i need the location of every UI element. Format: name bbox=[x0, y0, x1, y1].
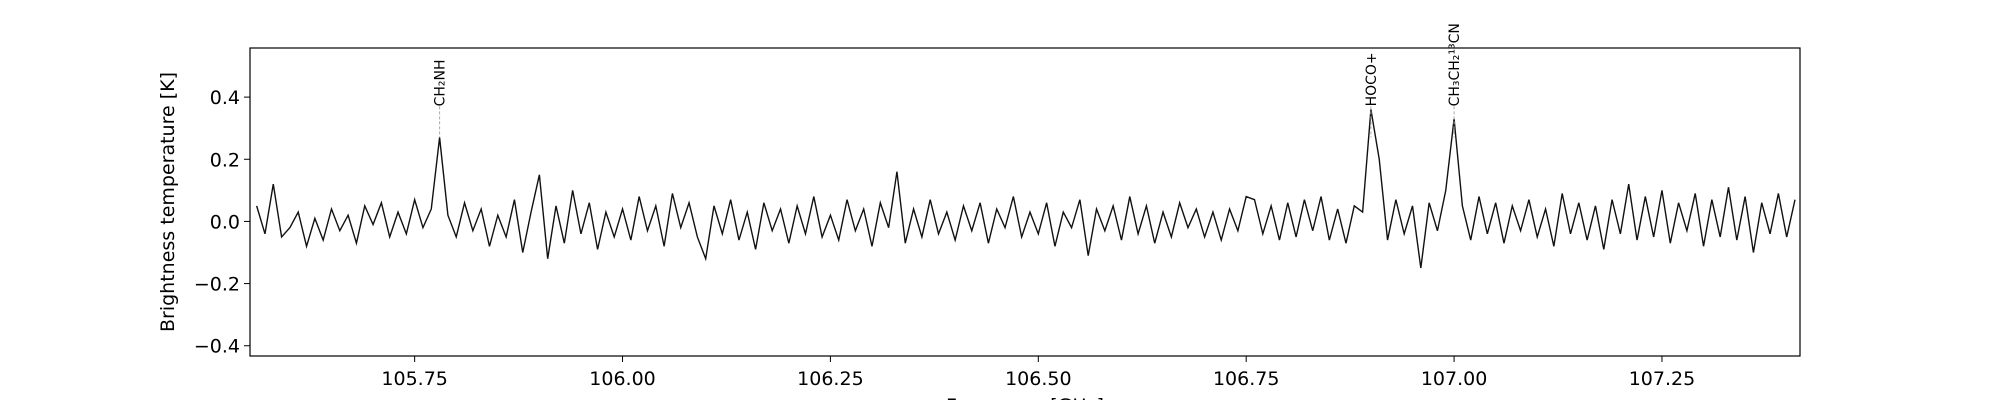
x-tick-label: 106.00 bbox=[589, 368, 655, 390]
x-tick-label: 107.25 bbox=[1629, 368, 1695, 390]
x-tick-label: 107.00 bbox=[1421, 368, 1487, 390]
y-tick-label: 0.4 bbox=[210, 87, 240, 109]
x-tick-label: 105.75 bbox=[381, 368, 447, 390]
line-annotation: HOCO+ bbox=[1364, 52, 1380, 106]
x-tick-label: 106.25 bbox=[797, 368, 863, 390]
y-tick-label: −0.4 bbox=[194, 336, 240, 358]
y-axis-label: Brightness temperature [K] bbox=[157, 72, 179, 332]
line-annotation: CH₃CH₂¹³CN bbox=[1447, 23, 1463, 106]
x-tick-label: 106.50 bbox=[1005, 368, 1071, 390]
y-tick-label: 0.0 bbox=[210, 211, 240, 233]
line-annotation: CH₂NH bbox=[433, 60, 449, 107]
y-tick-label: −0.2 bbox=[194, 274, 240, 296]
y-tick-label: 0.2 bbox=[210, 149, 240, 171]
spectrum-line bbox=[255, 109, 1796, 269]
x-tick-label: 106.75 bbox=[1213, 368, 1279, 390]
plot-frame bbox=[249, 47, 1801, 357]
x-axis-label: Frequency [GHz] bbox=[946, 395, 1104, 400]
